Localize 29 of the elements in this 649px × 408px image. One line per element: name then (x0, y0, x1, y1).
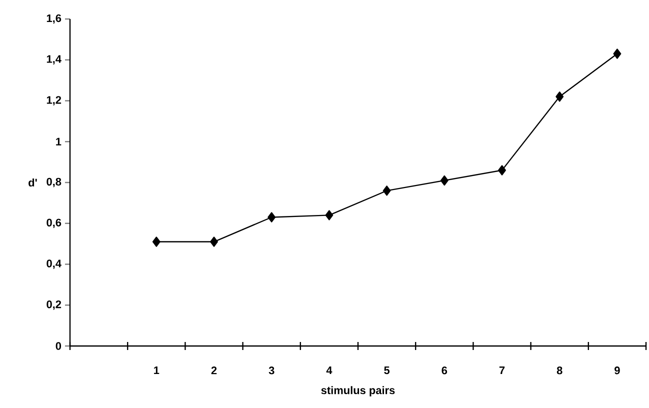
x-tick-label: 5 (384, 366, 390, 374)
point (152, 236, 160, 247)
y-tick-label: 0,8 (46, 178, 62, 188)
point (268, 212, 276, 222)
y-axis-title: d' (28, 178, 37, 187)
y-tick-label: 0 (56, 342, 62, 350)
point (382, 186, 391, 196)
y-tick-label: 0,6 (46, 218, 62, 228)
x-tick-label: 6 (442, 366, 448, 374)
x-tick-label: 9 (614, 366, 620, 374)
y-tick-label: 1,2 (46, 96, 62, 106)
x-tick-label: 2 (211, 366, 217, 374)
x-axis-title: stimulus pairs (321, 386, 395, 396)
y-tick-label: 1 (56, 138, 62, 146)
x-tick-label: 8 (556, 366, 562, 374)
x-tick-label: 1 (154, 366, 160, 374)
y-tick-label: 0,2 (46, 300, 62, 310)
point (556, 92, 564, 102)
point (498, 165, 506, 176)
y-tick-label: 1,6 (46, 14, 62, 24)
point (613, 48, 622, 59)
point (440, 175, 448, 186)
x-tick-label: 3 (268, 366, 274, 374)
x-tick-label: 4 (326, 366, 332, 374)
x-tick-label: 7 (499, 366, 505, 374)
point (325, 210, 334, 220)
point (210, 236, 218, 247)
y-tick-label: 1,4 (46, 55, 62, 64)
y-tick-label: 0,4 (46, 260, 62, 269)
